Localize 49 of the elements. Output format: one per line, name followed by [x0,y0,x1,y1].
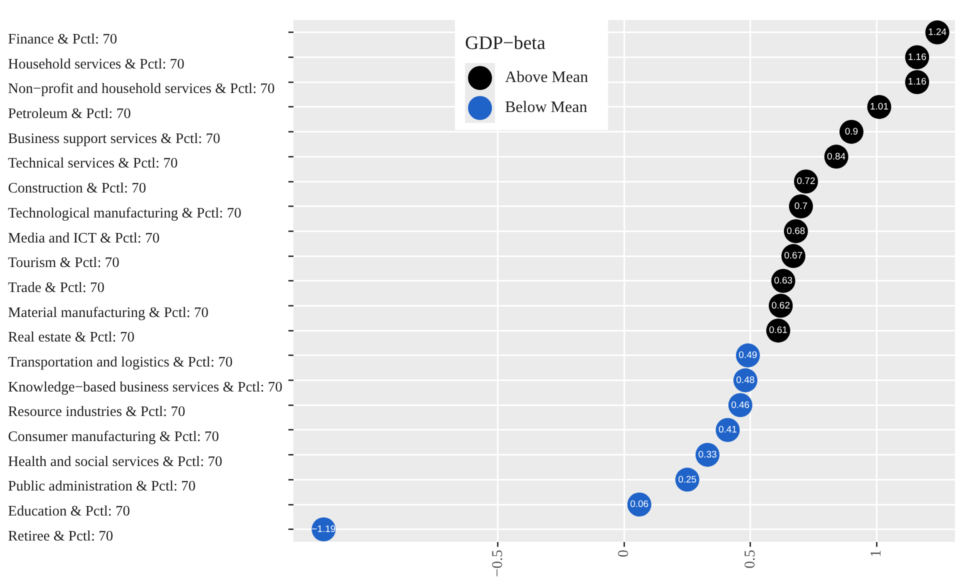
data-label: 0.9 [844,126,858,138]
y-tick-label: Construction & Pctl: 70 [8,180,146,197]
legend-title: GDP−beta [465,32,546,54]
y-tick-label: Household services & Pctl: 70 [8,56,184,72]
data-label: 0.67 [784,250,803,262]
data-label: 1.24 [928,27,947,38]
y-tick-label: Resource industries & Pctl: 70 [8,404,186,420]
data-label: 0.49 [738,350,758,362]
data-label: 1.01 [870,102,888,113]
y-tick-label: Transportation and logistics & Pctl: 70 [8,354,233,370]
data-label: 0.68 [786,226,806,237]
data-label: −1.19 [312,524,336,535]
x-tick-label: 0.5 [742,550,758,569]
data-label: 0.72 [796,176,816,188]
data-label: 0.7 [794,200,808,212]
y-tick-label: Knowledge−based business services & Pctl: 70 [8,379,282,396]
y-tick-label: Education & Pctl: 70 [8,504,130,520]
y-tick-label: Technological manufacturing & Pctl: 70 [8,205,242,222]
x-tick-label: 0 [616,550,632,558]
data-label: 0.06 [630,499,649,510]
y-tick-label: Public administration & Pctl: 70 [8,478,196,495]
legend-label: Above Mean [505,69,588,86]
data-label: 0.62 [772,300,790,312]
y-tick-label: Non−profit and household services & Pctl: 70 [8,81,275,98]
legend-label: Below Mean [505,99,588,116]
x-tick-label: −0.5 [490,550,506,578]
data-label: 0.33 [698,449,717,460]
y-tick-label: Tourism & Pctl: 70 [8,255,120,272]
data-label: 0.41 [718,424,737,436]
y-tick-label: Retiree & Pctl: 70 [8,528,114,544]
y-tick-label: Material manufacturing & Pctl: 70 [8,304,209,321]
data-label: 1.16 [908,76,926,88]
y-tick-label: Real estate & Pctl: 70 [8,330,134,346]
y-tick-label: Consumer manufacturing & Pctl: 70 [8,429,220,446]
y-tick-label: Technical services & Pctl: 70 [8,156,178,172]
y-tick-label: Media and ICT & Pctl: 70 [8,230,160,246]
data-label: 0.63 [774,276,793,287]
data-label: 0.46 [731,400,750,411]
x-tick-label: 1 [868,550,885,558]
y-tick-label: Health and social services & Pctl: 70 [8,454,222,470]
y-tick-label: Finance & Pctl: 70 [8,31,118,48]
y-tick-label: Petroleum & Pctl: 70 [8,106,131,122]
data-label: 0.48 [736,374,755,386]
data-label: 0.61 [768,325,788,336]
data-label: 1.16 [908,52,926,63]
y-tick-label: Business support services & Pctl: 70 [8,130,220,147]
y-tick-label: Trade & Pctl: 70 [8,280,105,296]
data-label: 0.25 [678,474,697,486]
data-label: 0.84 [827,151,846,162]
